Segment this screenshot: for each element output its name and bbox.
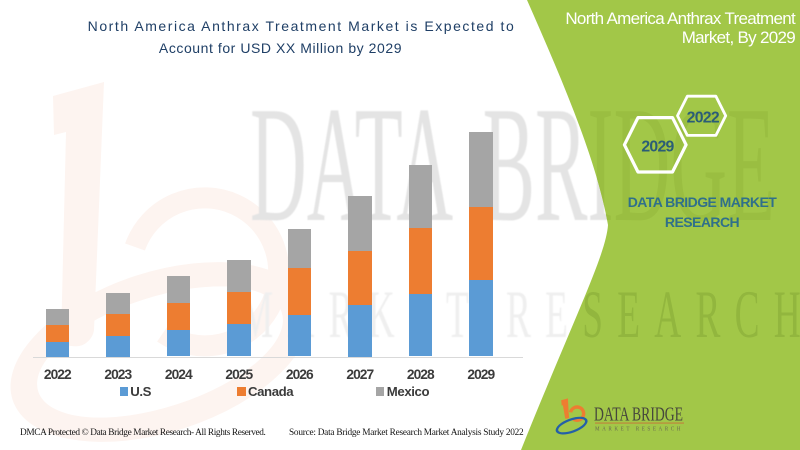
svg-text:2022: 2022 xyxy=(687,110,720,127)
svg-text:2029: 2029 xyxy=(641,138,674,155)
svg-text:MARKET RESEARCH: MARKET RESEARCH xyxy=(595,426,683,433)
svg-text:DATA BRIDGE: DATA BRIDGE xyxy=(594,404,683,426)
